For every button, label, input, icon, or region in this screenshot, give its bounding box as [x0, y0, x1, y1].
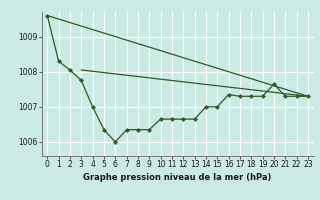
X-axis label: Graphe pression niveau de la mer (hPa): Graphe pression niveau de la mer (hPa) [84, 173, 272, 182]
